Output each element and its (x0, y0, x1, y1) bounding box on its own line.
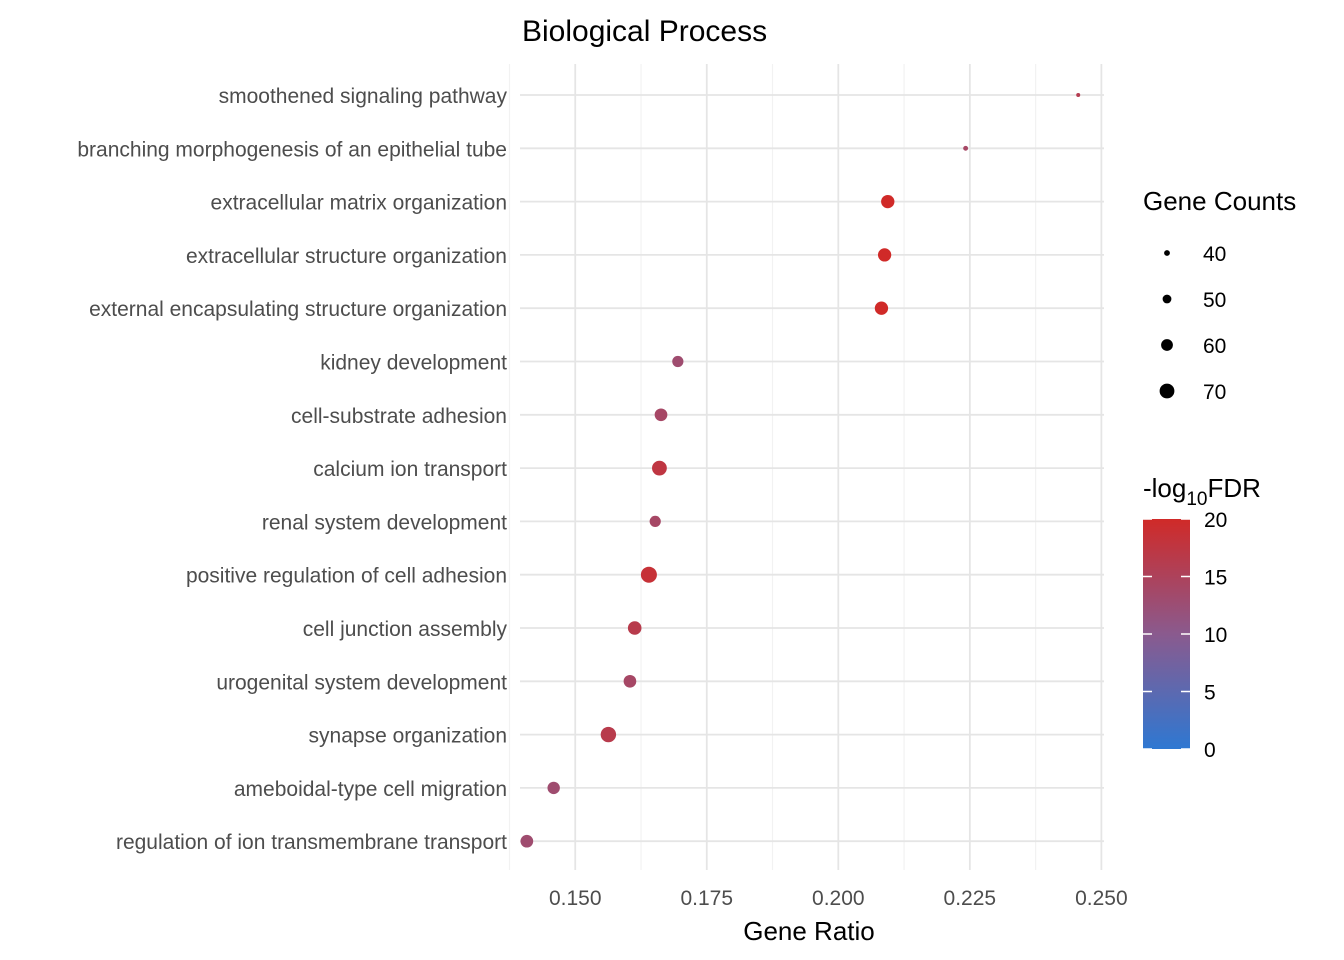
data-points (520, 93, 1081, 848)
colorbar-tick-label: 15 (1204, 567, 1227, 590)
size-legend-label: 40 (1203, 243, 1226, 266)
data-point (520, 834, 534, 848)
data-point (877, 248, 892, 262)
colorbar-tick-label: 20 (1204, 509, 1227, 532)
y-tick-label: smoothened signaling pathway (219, 85, 508, 108)
color-legend-title-suffix: FDR (1208, 473, 1261, 503)
size-legend-key (1164, 250, 1170, 256)
x-tick-label: 0.150 (549, 887, 602, 910)
y-tick-label: positive regulation of cell adhesion (186, 565, 507, 588)
data-point (547, 781, 560, 795)
data-point (874, 301, 889, 315)
x-tick-label: 0.175 (680, 887, 733, 910)
data-point (649, 515, 661, 528)
y-tick-label: branching morphogenesis of an epithelial… (77, 138, 507, 161)
size-legend-title: Gene Counts (1143, 186, 1296, 216)
y-tick-label: calcium ion transport (313, 458, 507, 481)
x-tick-label: 0.225 (944, 887, 997, 910)
chart-title: Biological Process (522, 15, 767, 48)
data-point (963, 145, 969, 151)
color-legend-title: -log10FDR (1143, 473, 1261, 510)
data-point (672, 355, 684, 368)
size-legend-label: 70 (1203, 381, 1226, 404)
size-legend-key (1161, 339, 1173, 351)
colorbar-tick-label: 0 (1204, 739, 1216, 762)
data-point (623, 674, 637, 688)
y-tick-label: extracellular matrix organization (211, 192, 507, 215)
data-point (1076, 93, 1081, 97)
data-point (627, 621, 642, 635)
x-axis-label: Gene Ratio (743, 916, 875, 946)
size-legend-label: 50 (1203, 289, 1226, 312)
data-point (640, 566, 657, 583)
size-legend-label: 60 (1203, 335, 1226, 358)
y-tick-label: renal system development (262, 511, 507, 534)
colorbar-tick-label: 5 (1204, 682, 1216, 705)
colorbar-tick-label: 10 (1204, 624, 1227, 647)
x-tick-label: 0.250 (1075, 887, 1128, 910)
color-legend-title-subscript: 10 (1186, 489, 1207, 510)
x-tick-label: 0.200 (812, 887, 865, 910)
y-tick-labels: smoothened signaling pathway branching mo… (77, 85, 507, 854)
grid (508, 64, 1104, 870)
data-point (654, 408, 668, 422)
y-tick-label: kidney development (320, 352, 507, 375)
y-tick-label: cell-substrate adhesion (291, 405, 507, 428)
y-tick-label: external encapsulating structure organiz… (89, 298, 507, 321)
size-legend: Gene Counts 40 50 60 70 (1143, 186, 1296, 404)
data-point (652, 460, 667, 476)
y-tick-label: extracellular structure organization (186, 245, 507, 268)
color-legend-title-prefix: -log (1143, 473, 1186, 503)
size-legend-key (1159, 383, 1175, 399)
y-tick-label: ameboidal-type cell migration (234, 778, 507, 801)
data-point (600, 726, 617, 743)
data-point (881, 194, 895, 209)
y-tick-label: cell junction assembly (303, 618, 508, 641)
y-tick-label: regulation of ion transmembrane transpor… (116, 831, 507, 854)
y-tick-label: urogenital system development (216, 671, 507, 694)
size-legend-key (1162, 294, 1172, 304)
y-tick-label: synapse organization (309, 725, 507, 748)
x-tick-labels: 0.150 0.175 0.200 0.225 0.250 (549, 887, 1128, 910)
